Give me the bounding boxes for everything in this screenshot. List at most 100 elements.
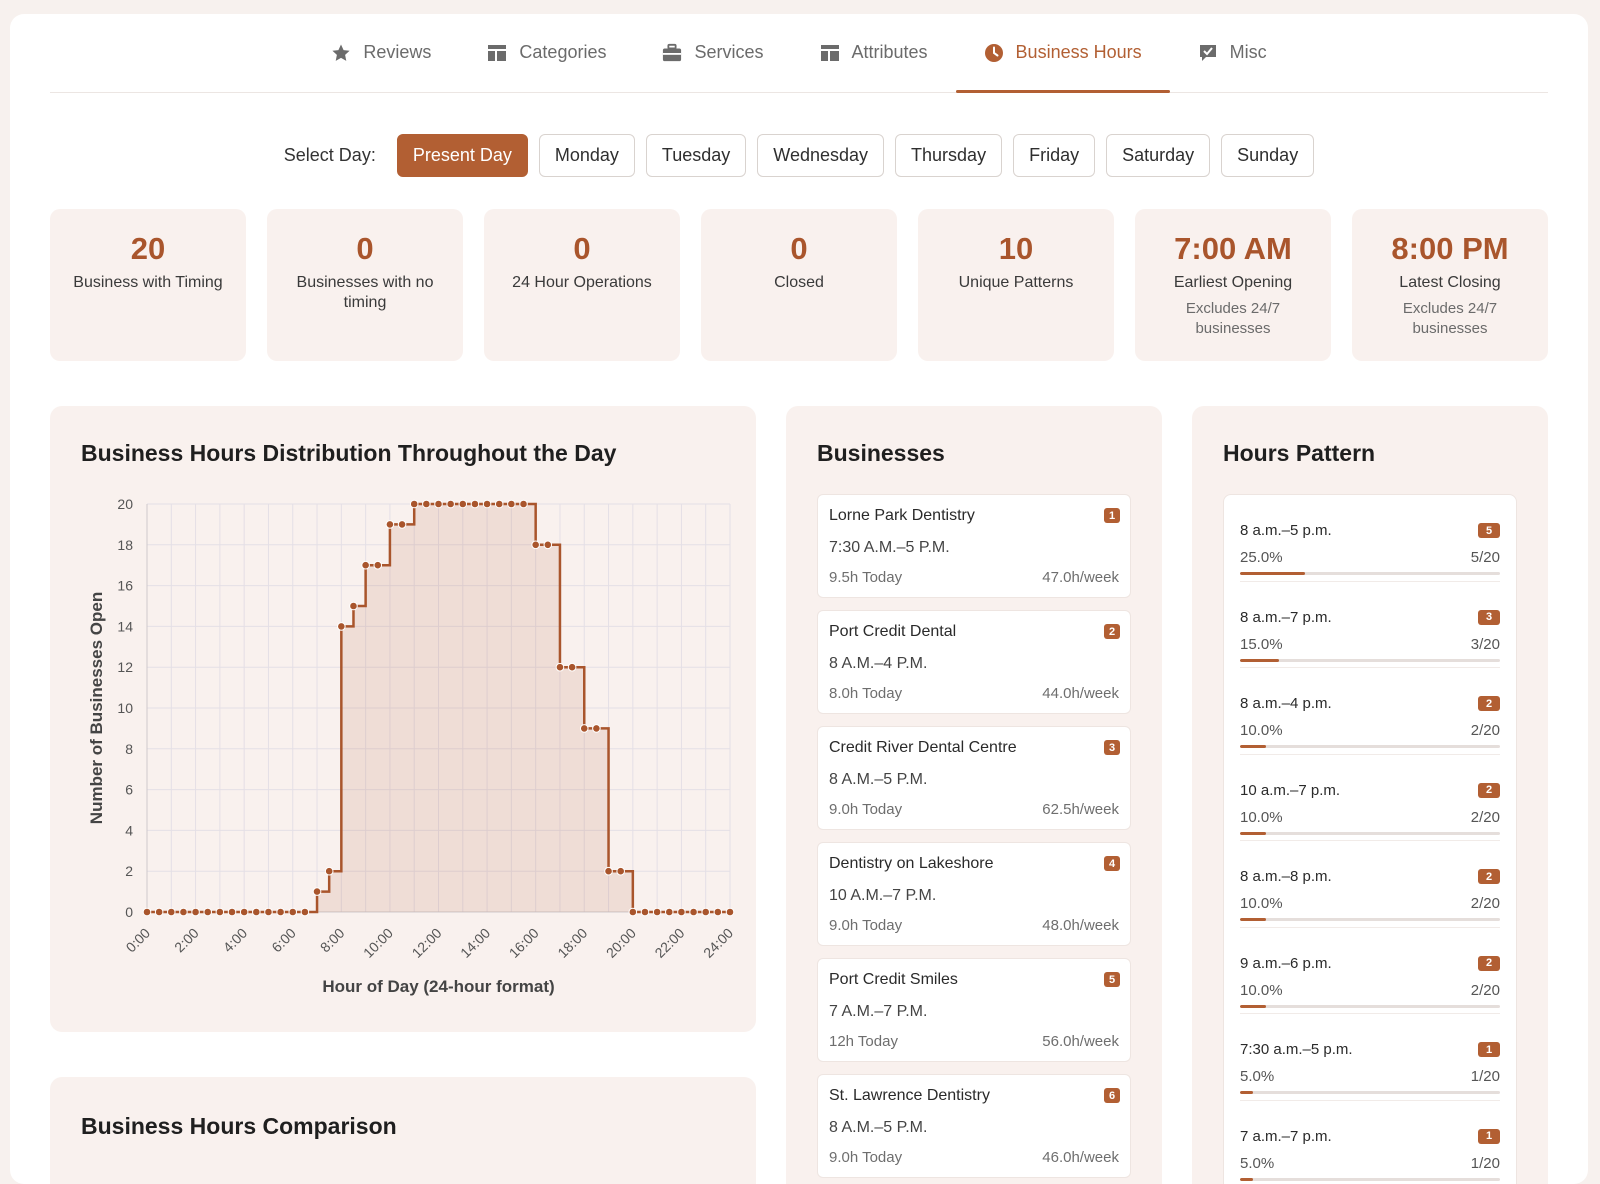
business-today-hours: 8.0h Today xyxy=(829,685,902,702)
tab-reviews[interactable]: Reviews xyxy=(303,14,459,92)
data-point xyxy=(386,521,394,529)
business-card[interactable]: Port Credit Smiles 5 7 A.M.–7 P.M. 12h T… xyxy=(817,958,1131,1062)
pattern-ratio: 2/20 xyxy=(1471,809,1500,826)
y-tick-label: 12 xyxy=(117,659,133,675)
star-icon xyxy=(331,43,351,63)
business-name: Port Credit Dental xyxy=(829,623,1119,641)
business-weekly-hours: 46.0h/week xyxy=(1042,1149,1119,1166)
tab-label: Misc xyxy=(1230,42,1267,63)
pattern-count-badge: 1 xyxy=(1478,1042,1500,1057)
stats-row: 20 Business with Timing 0 Businesses wit… xyxy=(50,209,1548,361)
tab-misc[interactable]: Misc xyxy=(1170,14,1295,92)
data-point xyxy=(143,908,151,916)
pattern-progress-bar xyxy=(1240,1005,1500,1008)
business-hours: 8 A.M.–5 P.M. xyxy=(829,1119,1119,1137)
data-point xyxy=(362,561,370,569)
data-point xyxy=(520,500,528,508)
pattern-count-badge: 2 xyxy=(1478,956,1500,971)
pattern-ratio: 1/20 xyxy=(1471,1155,1500,1172)
business-card[interactable]: Dentistry on Lakeshore 4 10 A.M.–7 P.M. … xyxy=(817,842,1131,946)
page: Reviews Categories Services Attributes B… xyxy=(10,14,1588,1184)
pattern-count-badge: 2 xyxy=(1478,783,1500,798)
pattern-hours: 8 a.m.–4 p.m. xyxy=(1240,695,1332,712)
business-weekly-hours: 56.0h/week xyxy=(1042,1033,1119,1050)
tab-label: Business Hours xyxy=(1016,42,1142,63)
data-point xyxy=(435,500,443,508)
day-button-sunday[interactable]: Sunday xyxy=(1221,134,1314,177)
tab-categories[interactable]: Categories xyxy=(459,14,634,92)
pattern-item: 8 a.m.–5 p.m.5 25.0%5/20 xyxy=(1240,495,1500,582)
tab-business-hours[interactable]: Business Hours xyxy=(956,14,1170,92)
pattern-hours: 7:30 a.m.–5 p.m. xyxy=(1240,1041,1353,1058)
pattern-percent: 10.0% xyxy=(1240,809,1283,826)
pattern-percent: 5.0% xyxy=(1240,1068,1274,1085)
pattern-hours: 8 a.m.–7 p.m. xyxy=(1240,609,1332,626)
business-today-hours: 9.0h Today xyxy=(829,801,902,818)
tab-services[interactable]: Services xyxy=(634,14,791,92)
day-button-saturday[interactable]: Saturday xyxy=(1106,134,1210,177)
stat-label: Businesses with no timing xyxy=(267,273,463,313)
data-point xyxy=(617,867,625,875)
business-index-badge: 6 xyxy=(1104,1088,1120,1103)
day-button-wednesday[interactable]: Wednesday xyxy=(757,134,884,177)
day-button-thursday[interactable]: Thursday xyxy=(895,134,1002,177)
data-point xyxy=(398,521,406,529)
day-button-present-day[interactable]: Present Day xyxy=(397,134,528,177)
business-name: Port Credit Smiles xyxy=(829,971,1119,989)
y-tick-label: 10 xyxy=(117,700,133,716)
business-index-badge: 1 xyxy=(1104,508,1120,523)
business-card[interactable]: Lorne Park Dentistry 1 7:30 A.M.–5 P.M. … xyxy=(817,494,1131,598)
data-point xyxy=(192,908,200,916)
x-tick-label: 10:00 xyxy=(360,925,396,961)
data-point xyxy=(665,908,673,916)
business-card[interactable]: Port Credit Dental 2 8 A.M.–4 P.M. 8.0h … xyxy=(817,610,1131,714)
stat-value: 0 xyxy=(267,231,463,267)
data-point xyxy=(568,663,576,671)
business-today-hours: 9.5h Today xyxy=(829,569,902,586)
data-point xyxy=(265,908,273,916)
day-button-tuesday[interactable]: Tuesday xyxy=(646,134,746,177)
tab-label: Categories xyxy=(519,42,606,63)
data-point xyxy=(374,561,382,569)
x-tick-label: 20:00 xyxy=(603,925,639,961)
business-card[interactable]: St. Lawrence Dentistry 6 8 A.M.–5 P.M. 9… xyxy=(817,1074,1131,1178)
day-button-friday[interactable]: Friday xyxy=(1013,134,1095,177)
data-point xyxy=(301,908,309,916)
pattern-progress-fill xyxy=(1240,1005,1266,1008)
stat-value: 0 xyxy=(484,231,680,267)
stat-value: 8:00 PM xyxy=(1352,231,1548,267)
x-tick-label: 4:00 xyxy=(220,925,251,956)
pattern-item: 7:30 a.m.–5 p.m.1 5.0%1/20 xyxy=(1240,1014,1500,1101)
data-point xyxy=(313,888,321,896)
data-point xyxy=(726,908,734,916)
tab-label: Reviews xyxy=(363,42,431,63)
pattern-count-badge: 2 xyxy=(1478,696,1500,711)
data-point xyxy=(240,908,248,916)
pattern-hours: 8 a.m.–8 p.m. xyxy=(1240,868,1332,885)
pattern-progress-bar xyxy=(1240,572,1500,575)
stat-card-24-hour: 0 24 Hour Operations xyxy=(484,209,680,361)
business-hours: 10 A.M.–7 P.M. xyxy=(829,887,1119,905)
x-tick-label: 24:00 xyxy=(700,925,736,961)
business-list: Lorne Park Dentistry 1 7:30 A.M.–5 P.M. … xyxy=(817,494,1131,1184)
pattern-count-badge: 1 xyxy=(1478,1129,1500,1144)
pattern-count-badge: 2 xyxy=(1478,869,1500,884)
pattern-item: 10 a.m.–7 p.m. 2 10.0% 2/20 xyxy=(1240,755,1500,842)
business-index-badge: 2 xyxy=(1104,624,1120,639)
day-button-monday[interactable]: Monday xyxy=(539,134,635,177)
business-card[interactable]: Credit River Dental Centre 3 8 A.M.–5 P.… xyxy=(817,726,1131,830)
data-point xyxy=(350,602,358,610)
business-today-hours: 12h Today xyxy=(829,1033,898,1050)
tab-attributes[interactable]: Attributes xyxy=(792,14,956,92)
pattern-hours: 10 a.m.–7 p.m. xyxy=(1240,782,1340,799)
pattern-progress-bar xyxy=(1240,918,1500,921)
y-tick-label: 0 xyxy=(125,904,133,920)
tab-bar: Reviews Categories Services Attributes B… xyxy=(50,14,1548,93)
x-axis-title: Hour of Day (24-hour format) xyxy=(322,977,554,996)
stat-label: Business with Timing xyxy=(50,273,246,293)
pattern-percent: 5.0% xyxy=(1240,1155,1274,1172)
business-name: St. Lawrence Dentistry xyxy=(829,1087,1119,1105)
pattern-percent: 25.0% xyxy=(1240,549,1283,566)
x-tick-label: 22:00 xyxy=(651,925,687,961)
